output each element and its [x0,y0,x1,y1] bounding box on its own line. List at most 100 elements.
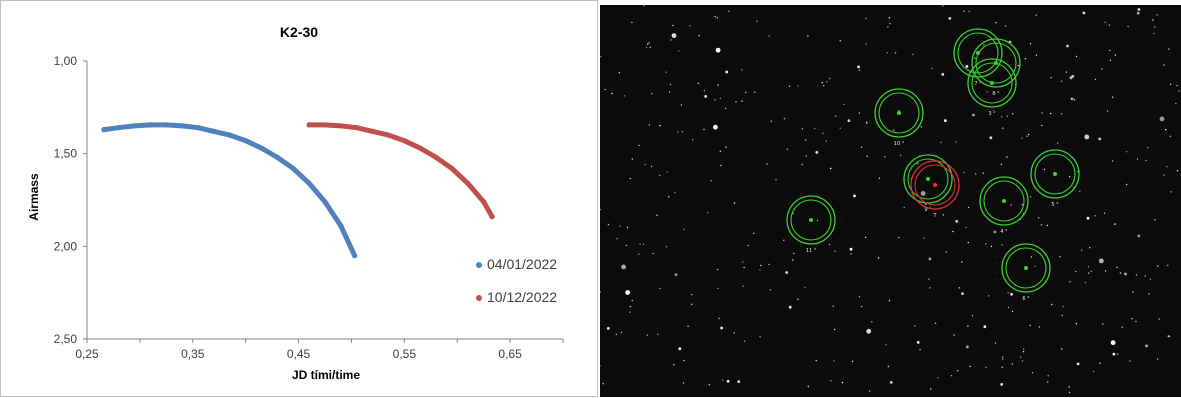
data-point [306,122,312,128]
star [1079,190,1081,192]
aperture-center [994,61,998,65]
data-point [290,165,296,172]
star [955,141,957,143]
star [665,71,667,73]
star [733,202,736,204]
star [645,46,648,49]
data-point [258,145,265,151]
star [865,17,867,20]
star [1023,348,1025,350]
star [793,252,795,255]
aperture-inner-ring [983,180,1025,222]
star [691,303,693,305]
star [968,10,970,13]
star [945,251,947,253]
x-axis-title: JD tími/time [292,368,360,382]
star [691,294,693,296]
star [971,315,974,317]
star [1002,127,1004,129]
legend-label: 04/01/2022 [487,256,557,272]
star [1068,391,1071,394]
aperture-outer-ring [967,58,1017,108]
star [953,334,955,336]
star [834,250,836,252]
star [624,95,626,97]
star [737,380,741,383]
star [668,91,671,93]
star [866,328,872,334]
star [1121,326,1123,328]
star [1000,383,1004,386]
data-point [132,123,138,129]
y-tick-label: 1,50 [54,147,78,161]
star [1167,264,1169,267]
star [797,85,799,87]
star [1030,256,1033,258]
star [689,25,691,27]
star [1061,348,1063,350]
star [1113,223,1116,225]
star [644,163,646,166]
star [1101,68,1103,70]
star [678,347,682,351]
data-point [179,123,185,129]
star [966,345,969,349]
star [629,311,631,313]
star [714,16,716,18]
data-point [385,132,392,138]
star [1145,344,1148,348]
star [670,39,672,41]
star [834,328,836,331]
axes-layer: 1,00 1,50 2,00 2,500,25 0,35 0,45 0,55 0,65 [54,54,564,361]
data-point [322,122,328,128]
star [797,298,799,301]
star [1167,335,1169,337]
star [697,82,699,85]
star [1084,281,1087,284]
star [1112,352,1116,356]
star [1144,275,1146,277]
star [671,33,677,38]
star [894,52,897,54]
star [766,163,768,165]
star [674,191,676,194]
star [1165,128,1167,131]
star [1176,84,1178,87]
y-tick-label: 1,00 [54,54,78,68]
data-point [370,128,376,134]
star [983,325,987,329]
star [768,35,770,37]
star [1011,363,1013,365]
star [714,99,716,101]
legend-label: 10/12/2022 [487,289,557,305]
series-layer [101,122,495,259]
star [1012,113,1014,115]
star [638,144,640,147]
star [828,243,831,246]
aperture-center [1053,172,1057,176]
star [1119,272,1122,274]
star [783,239,785,241]
aperture-outer-ring [1030,149,1080,199]
star [963,10,965,12]
star [849,247,853,251]
series-line-2 [306,122,495,220]
star [843,103,845,106]
data-point [322,199,328,205]
star [1127,25,1129,28]
aperture-center [926,177,930,181]
data-point [433,154,439,160]
star [877,257,880,259]
star [620,331,623,334]
star [1068,386,1070,388]
star [967,241,969,244]
star [850,253,852,255]
star [1098,137,1102,141]
star [1175,102,1177,105]
star [719,97,721,100]
star [1088,272,1090,274]
star [982,172,984,174]
star [868,390,871,392]
star [600,291,601,293]
star [652,252,654,255]
